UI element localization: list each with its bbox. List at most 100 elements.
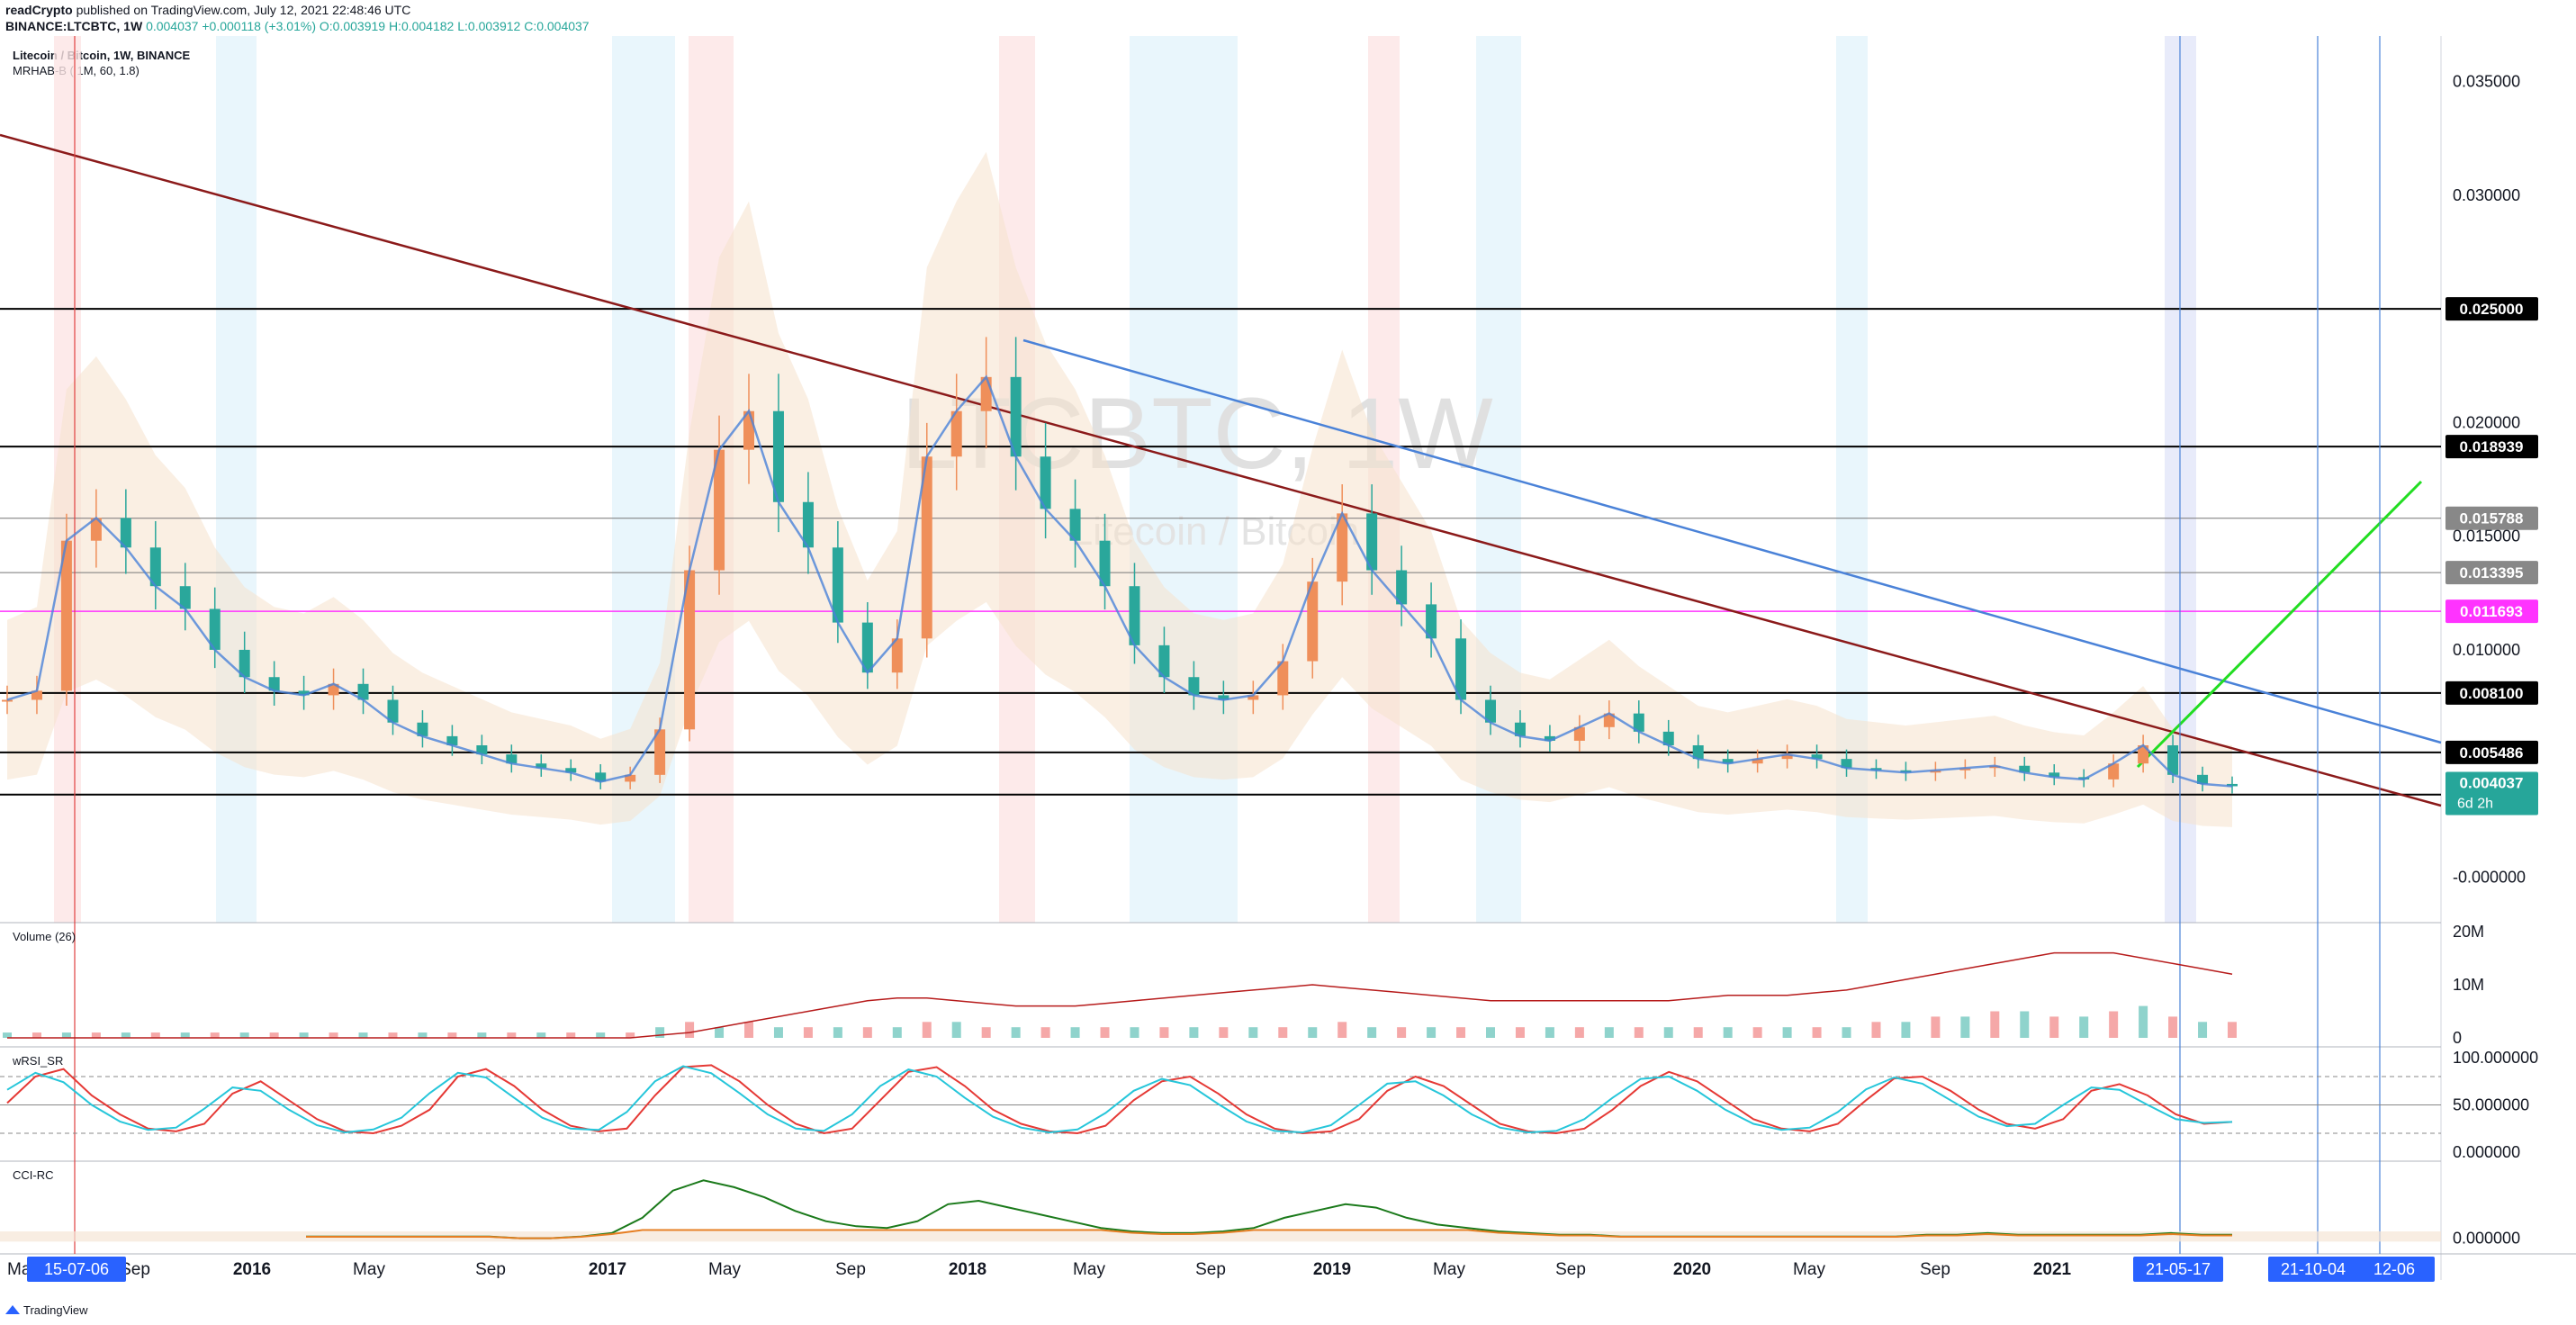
trendline-dark-red[interactable] (0, 133, 2442, 807)
volume-tick-2: 0 (2453, 1029, 2462, 1047)
candle-body-54 (1603, 713, 1615, 727)
open-price: O:0.003919 (319, 19, 386, 33)
volume-bar-4 (121, 1032, 131, 1038)
author-name[interactable]: readCrypto (5, 3, 73, 17)
volume-bar-71 (2109, 1011, 2119, 1038)
current-price-bg (2445, 771, 2538, 816)
volume-bar-28 (833, 1027, 842, 1038)
candle-body-30 (891, 638, 903, 673)
band-blue-1 (216, 36, 257, 923)
volume-bar-7 (210, 1032, 220, 1038)
candle-body-74 (2197, 774, 2209, 784)
volume-bar-73 (2168, 1016, 2178, 1038)
volume-bar-70 (2079, 1016, 2089, 1038)
volume-bar-47 (1397, 1027, 1407, 1038)
time-axis-highlights: 15-07-06 21-05-17 21-10-04 12-06 (27, 1257, 2435, 1282)
tradingview-logo-icon (5, 1305, 20, 1314)
volume-bar-24 (715, 1027, 725, 1038)
time-tick-15: May (1793, 1260, 1825, 1279)
level-label-1: 0.018939 (2460, 438, 2524, 455)
price-tick-0: 0.035000 (2453, 73, 2520, 91)
time-tick-5: 2017 (589, 1260, 626, 1279)
time-tick-16: Sep (1920, 1260, 1950, 1279)
volume-bar-22 (655, 1027, 665, 1038)
time-highlight-0: 15-07-06 (44, 1260, 109, 1278)
projection-green[interactable] (2136, 480, 2423, 769)
tradingview-logo[interactable]: TradingView (5, 1303, 88, 1317)
time-highlight-bg-2 (2268, 1257, 2358, 1282)
volume-bar-36 (1070, 1027, 1080, 1038)
level-label-6: 0.005486 (2460, 744, 2524, 762)
volume-bar-56 (1663, 1027, 1673, 1038)
current-price-value: 0.004037 (2460, 775, 2524, 792)
candle-body-3 (90, 518, 102, 541)
candle-body-63 (1870, 768, 1882, 771)
volume-tick-1: 10M (2453, 976, 2484, 994)
volume-bar-45 (1338, 1022, 1347, 1038)
price-tick-3: 0.015000 (2453, 527, 2520, 545)
volume-bar-2 (61, 1032, 71, 1038)
volume-bar-40 (1189, 1027, 1199, 1038)
volume-bar-25 (744, 1022, 753, 1038)
time-tick-2: 2016 (233, 1260, 271, 1279)
price-tick-1: 0.030000 (2453, 186, 2520, 204)
candle-body-42 (1247, 695, 1259, 700)
time-highlight-3: 12-06 (2373, 1260, 2415, 1278)
volume-bar-54 (1604, 1027, 1614, 1038)
volume-bar-67 (1990, 1011, 2000, 1038)
candle-body-47 (1396, 570, 1408, 605)
candle-body-15 (446, 735, 458, 745)
volume-bar-66 (1960, 1016, 1970, 1038)
level-label-5: 0.008100 (2460, 685, 2524, 702)
volume-tick-0: 20M (2453, 923, 2484, 941)
volume-bar-30 (892, 1027, 902, 1038)
cci-pane: 0.000000 (0, 1179, 2520, 1248)
candle-body-34 (1010, 376, 1022, 457)
volume-bar-0 (3, 1032, 12, 1038)
time-tick-7: Sep (835, 1260, 866, 1279)
volume-bar-72 (2139, 1005, 2148, 1038)
volume-bar-3 (91, 1032, 101, 1038)
candle-body-9 (268, 677, 280, 691)
rsi-pane: 100.000000 50.000000 0.000000 (0, 1049, 2538, 1161)
level-label-bg-5 (2445, 681, 2538, 705)
footer-brand: TradingView (23, 1303, 88, 1317)
volume-bar-17 (507, 1032, 517, 1038)
volume-bar-26 (773, 1027, 783, 1038)
volume-bar-19 (566, 1032, 576, 1038)
candle-body-45 (1337, 513, 1348, 582)
candle-body-39 (1158, 644, 1170, 678)
rsi-tick-1: 50.000000 (2453, 1096, 2529, 1114)
volume-pane: 20M 10M 0 (3, 923, 2484, 1047)
candle-body-32 (950, 410, 962, 457)
price-candles (2, 337, 2238, 794)
level-label-bg-6 (2445, 740, 2538, 764)
volume-bar-5 (150, 1032, 160, 1038)
volume-bar-58 (1723, 1027, 1733, 1038)
candle-body-14 (417, 722, 428, 736)
level-label-3: 0.013395 (2460, 564, 2524, 581)
time-axis: May Sep 2016 May Sep 2017 May Sep 2018 May Sep 2019… (7, 1260, 2072, 1279)
volume-bar-14 (418, 1032, 428, 1038)
price-axis: 0.035000 0.030000 0.020000 0.015000 0.010000… (2453, 73, 2526, 887)
trendline-blue[interactable] (1022, 338, 2442, 744)
candle-body-40 (1188, 677, 1200, 696)
candle-body-19 (565, 768, 577, 773)
candle-body-50 (1485, 699, 1496, 723)
bollinger-fill (7, 151, 2232, 827)
candle-body-20 (595, 772, 607, 782)
volume-bar-41 (1219, 1027, 1229, 1038)
candle-body-22 (654, 729, 666, 775)
candle-body-17 (506, 754, 518, 764)
candle-body-11 (328, 683, 339, 696)
volume-bar-13 (388, 1032, 398, 1038)
level-labels: 0.025000 0.018939 0.015788 0.013395 0.011693… (2445, 297, 2538, 816)
candle-body-46 (1366, 513, 1378, 571)
volume-bar-34 (1011, 1027, 1021, 1038)
volume-bar-55 (1634, 1027, 1644, 1038)
level-label-0: 0.025000 (2460, 301, 2524, 318)
price-tick-5: -0.000000 (2453, 868, 2526, 886)
volume-bar-33 (981, 1027, 991, 1038)
candle-body-12 (357, 683, 369, 700)
